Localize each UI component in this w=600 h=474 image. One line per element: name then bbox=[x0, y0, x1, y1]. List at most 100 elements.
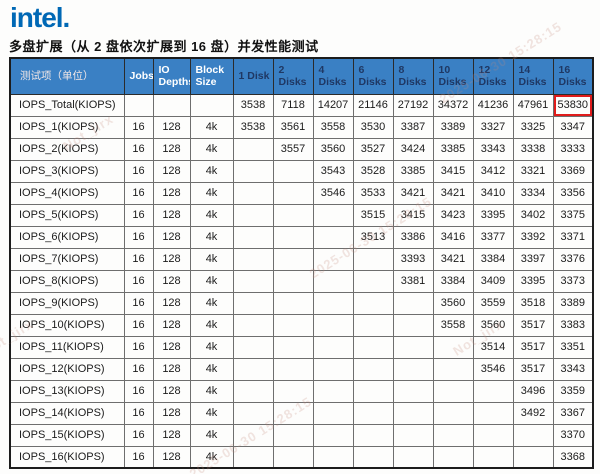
value-cell: 3385 bbox=[392, 159, 434, 183]
value-cell: 128 bbox=[152, 291, 191, 315]
value-cell: 41236 bbox=[472, 93, 514, 117]
value-cell: 3375 bbox=[552, 203, 594, 227]
row-label: IOPS_16(KIOPS) bbox=[9, 445, 125, 469]
table-row: IOPS_10(KIOPS) 16 128 4k 3558 3560 3517 3383 bbox=[9, 313, 594, 337]
value-cell bbox=[232, 269, 274, 293]
value-cell: 3527 bbox=[352, 137, 394, 161]
value-cell: 3546 bbox=[312, 181, 354, 205]
value-cell: 128 bbox=[152, 379, 191, 403]
table-row: IOPS_9(KIOPS) 16 128 4k 3560 3559 3518 3389 bbox=[9, 291, 594, 315]
value-cell: 3371 bbox=[552, 225, 594, 249]
value-cell bbox=[392, 445, 434, 469]
row-label: IOPS_6(KIOPS) bbox=[9, 225, 125, 249]
value-cell: 3558 bbox=[432, 313, 474, 337]
value-cell: 4k bbox=[189, 313, 234, 337]
value-cell: 3538 bbox=[232, 93, 274, 117]
value-cell: 3517 bbox=[512, 357, 554, 381]
row-label: IOPS_5(KIOPS) bbox=[9, 203, 125, 227]
value-cell bbox=[272, 379, 314, 403]
value-cell bbox=[272, 269, 314, 293]
value-cell: 14207 bbox=[312, 93, 354, 117]
value-cell: 4k bbox=[189, 203, 234, 227]
value-cell bbox=[232, 423, 274, 447]
value-cell: 3538 bbox=[232, 115, 274, 139]
table-row: IOPS_4(KIOPS) 16 128 4k 3546 3533 3421 3421 3410… bbox=[9, 181, 594, 205]
table-row: IOPS_8(KIOPS) 16 128 4k 3381 3384 3409 3395 3373 bbox=[9, 269, 594, 293]
row-label: IOPS_2(KIOPS) bbox=[9, 137, 125, 161]
value-cell: 3385 bbox=[432, 137, 474, 161]
value-cell bbox=[392, 401, 434, 425]
value-cell bbox=[512, 423, 554, 447]
value-cell: 16 bbox=[123, 379, 154, 403]
value-cell: 128 bbox=[152, 313, 191, 337]
value-cell: 3530 bbox=[352, 115, 394, 139]
value-cell: 128 bbox=[152, 247, 191, 271]
value-cell: 16 bbox=[123, 313, 154, 337]
table-row: IOPS_12(KIOPS) 16 128 4k 3546 3517 3343 bbox=[9, 357, 594, 381]
value-cell: 3389 bbox=[432, 115, 474, 139]
value-cell: 3415 bbox=[432, 159, 474, 183]
table-row: IOPS_2(KIOPS) 16 128 4k 3557 3560 3527 3424 3385… bbox=[9, 137, 594, 161]
value-cell: 16 bbox=[123, 181, 154, 205]
value-cell: 3412 bbox=[472, 159, 514, 183]
value-cell bbox=[312, 225, 354, 249]
value-cell bbox=[352, 313, 394, 337]
value-cell bbox=[272, 181, 314, 205]
table-row: IOPS_7(KIOPS) 16 128 4k 3393 3421 3384 3397 3376 bbox=[9, 247, 594, 271]
value-cell: 3397 bbox=[512, 247, 554, 271]
value-cell bbox=[232, 159, 274, 183]
value-cell: 3557 bbox=[272, 137, 314, 161]
value-cell bbox=[512, 445, 554, 469]
value-cell bbox=[232, 379, 274, 403]
value-cell: 16 bbox=[123, 335, 154, 359]
value-cell: 3518 bbox=[512, 291, 554, 315]
row-label: IOPS_9(KIOPS) bbox=[9, 291, 125, 315]
value-cell: 3338 bbox=[512, 137, 554, 161]
value-cell: 3373 bbox=[552, 269, 594, 293]
value-cell: 3543 bbox=[312, 159, 354, 183]
value-cell: 3421 bbox=[392, 181, 434, 205]
value-cell: 4k bbox=[189, 357, 234, 381]
value-cell: 4k bbox=[189, 137, 234, 161]
value-cell bbox=[432, 423, 474, 447]
value-cell bbox=[432, 357, 474, 381]
value-cell: 3421 bbox=[432, 181, 474, 205]
value-cell: 3533 bbox=[352, 181, 394, 205]
value-cell: 3517 bbox=[512, 313, 554, 337]
value-cell bbox=[272, 445, 314, 469]
value-cell bbox=[272, 357, 314, 381]
value-cell bbox=[352, 247, 394, 271]
value-cell: 3513 bbox=[352, 225, 394, 249]
value-cell: 3383 bbox=[552, 313, 594, 337]
value-cell: 4k bbox=[189, 335, 234, 359]
value-cell: 3333 bbox=[552, 137, 594, 161]
value-cell: 3387 bbox=[392, 115, 434, 139]
value-cell: 4k bbox=[189, 247, 234, 271]
value-cell bbox=[312, 379, 354, 403]
row-label: IOPS_Total(KIOPS) bbox=[9, 93, 125, 117]
row-label: IOPS_10(KIOPS) bbox=[9, 313, 125, 337]
value-cell bbox=[232, 357, 274, 381]
value-cell: 3561 bbox=[272, 115, 314, 139]
value-cell bbox=[232, 203, 274, 227]
value-cell: 3559 bbox=[472, 291, 514, 315]
table-row: IOPS_13(KIOPS) 16 128 4k 3496 3359 bbox=[9, 379, 594, 403]
value-cell bbox=[312, 203, 354, 227]
value-cell bbox=[272, 225, 314, 249]
row-label: IOPS_3(KIOPS) bbox=[9, 159, 125, 183]
row-label: IOPS_15(KIOPS) bbox=[9, 423, 125, 447]
value-cell: 3514 bbox=[472, 335, 514, 359]
value-cell: 128 bbox=[152, 445, 191, 469]
column-header: 2 Disks bbox=[272, 57, 314, 95]
column-header: 6 Disks bbox=[352, 57, 394, 95]
value-cell bbox=[312, 291, 354, 315]
value-cell: 128 bbox=[152, 357, 191, 381]
value-cell: 3423 bbox=[432, 203, 474, 227]
value-cell: 3351 bbox=[552, 335, 594, 359]
value-cell bbox=[272, 159, 314, 183]
value-cell bbox=[123, 93, 154, 117]
value-cell: 16 bbox=[123, 247, 154, 271]
value-cell: 128 bbox=[152, 225, 191, 249]
value-cell: 3325 bbox=[512, 115, 554, 139]
